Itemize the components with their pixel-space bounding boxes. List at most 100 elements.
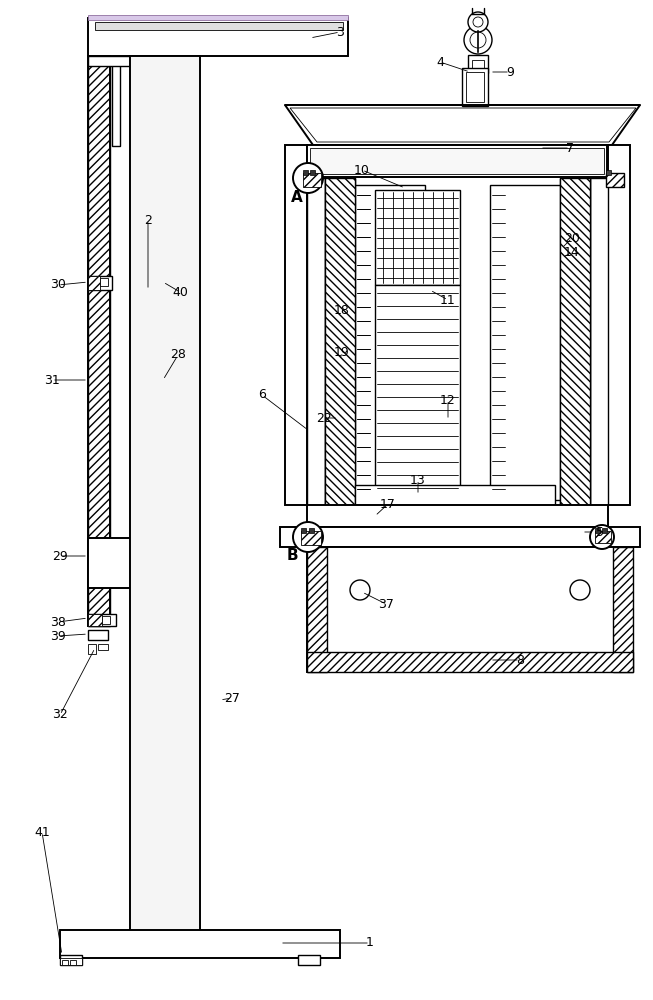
Bar xyxy=(307,547,327,672)
Circle shape xyxy=(470,32,486,48)
Bar xyxy=(70,960,76,965)
Bar xyxy=(88,56,164,66)
Bar xyxy=(307,547,633,672)
Circle shape xyxy=(570,580,590,600)
Text: 3: 3 xyxy=(336,25,344,38)
Text: 11: 11 xyxy=(440,294,456,306)
Bar xyxy=(88,56,110,626)
Bar xyxy=(595,531,611,543)
Bar xyxy=(102,616,110,624)
Bar xyxy=(112,56,120,146)
Circle shape xyxy=(464,26,492,54)
Bar xyxy=(303,173,321,187)
Text: 18: 18 xyxy=(334,304,350,316)
Text: 10: 10 xyxy=(354,163,370,176)
Bar xyxy=(152,56,164,616)
Bar xyxy=(606,170,611,175)
Bar xyxy=(156,56,159,616)
Bar xyxy=(590,178,608,505)
Bar xyxy=(310,170,315,175)
Circle shape xyxy=(350,580,370,600)
Text: 39: 39 xyxy=(50,630,66,643)
Text: 29: 29 xyxy=(52,550,68,562)
Bar xyxy=(88,644,96,654)
Text: 22: 22 xyxy=(316,412,332,424)
Bar xyxy=(88,276,100,290)
Text: 4: 4 xyxy=(436,55,444,68)
Text: 41: 41 xyxy=(34,826,50,838)
Bar xyxy=(307,145,607,177)
Bar xyxy=(613,547,633,672)
Bar xyxy=(468,55,488,73)
Text: 38: 38 xyxy=(50,615,66,629)
Bar xyxy=(309,528,314,533)
Bar xyxy=(613,547,633,672)
Text: 9: 9 xyxy=(506,66,514,79)
Bar xyxy=(307,505,608,527)
Bar xyxy=(88,18,348,56)
Bar xyxy=(608,145,630,505)
Bar xyxy=(298,955,320,965)
Bar xyxy=(280,527,640,547)
Text: 19: 19 xyxy=(334,346,350,359)
Bar xyxy=(60,955,82,965)
Bar xyxy=(375,285,460,495)
Bar xyxy=(606,173,624,187)
Bar xyxy=(462,68,488,106)
Bar xyxy=(560,178,590,505)
Text: 32: 32 xyxy=(52,708,68,722)
Text: 13: 13 xyxy=(410,474,426,487)
Bar xyxy=(301,531,321,545)
Bar xyxy=(62,960,68,965)
Bar xyxy=(490,185,560,500)
Text: 2: 2 xyxy=(144,214,152,227)
Text: 8: 8 xyxy=(516,654,524,666)
Bar xyxy=(602,528,607,533)
Bar xyxy=(170,278,178,286)
Bar xyxy=(95,22,343,30)
Text: A: A xyxy=(291,190,303,205)
Text: B: B xyxy=(286,548,298,564)
Polygon shape xyxy=(560,178,590,505)
Bar xyxy=(472,60,484,68)
Bar xyxy=(60,930,340,958)
Bar xyxy=(60,958,82,965)
Bar xyxy=(88,538,164,588)
Text: 17: 17 xyxy=(380,497,396,510)
Bar xyxy=(325,178,355,505)
Bar xyxy=(307,652,633,672)
Text: 37: 37 xyxy=(378,597,394,610)
Text: 20: 20 xyxy=(564,232,580,244)
Bar xyxy=(355,485,555,505)
Bar xyxy=(100,278,108,286)
Text: 6: 6 xyxy=(258,388,266,401)
Bar xyxy=(152,276,172,288)
Text: 30: 30 xyxy=(50,278,66,292)
Text: 7: 7 xyxy=(566,141,574,154)
Bar xyxy=(88,614,116,626)
Text: 27: 27 xyxy=(224,692,240,704)
Circle shape xyxy=(293,522,323,552)
Circle shape xyxy=(590,525,614,549)
Text: 1: 1 xyxy=(366,936,374,950)
Text: 28: 28 xyxy=(170,349,186,361)
Bar xyxy=(88,276,112,290)
Bar xyxy=(98,644,108,650)
Bar xyxy=(130,56,200,931)
Bar xyxy=(285,145,307,505)
Bar xyxy=(112,56,120,146)
Bar xyxy=(375,190,460,285)
Circle shape xyxy=(468,12,488,32)
Bar xyxy=(88,56,110,626)
Bar xyxy=(466,72,484,102)
Bar xyxy=(303,170,308,175)
Bar xyxy=(152,56,164,616)
Bar xyxy=(355,185,425,500)
Polygon shape xyxy=(325,178,355,505)
Bar xyxy=(310,148,604,174)
Bar xyxy=(325,178,355,505)
Bar xyxy=(307,178,325,505)
Text: 5: 5 xyxy=(596,526,604,538)
Bar xyxy=(88,630,108,640)
Polygon shape xyxy=(285,105,640,145)
